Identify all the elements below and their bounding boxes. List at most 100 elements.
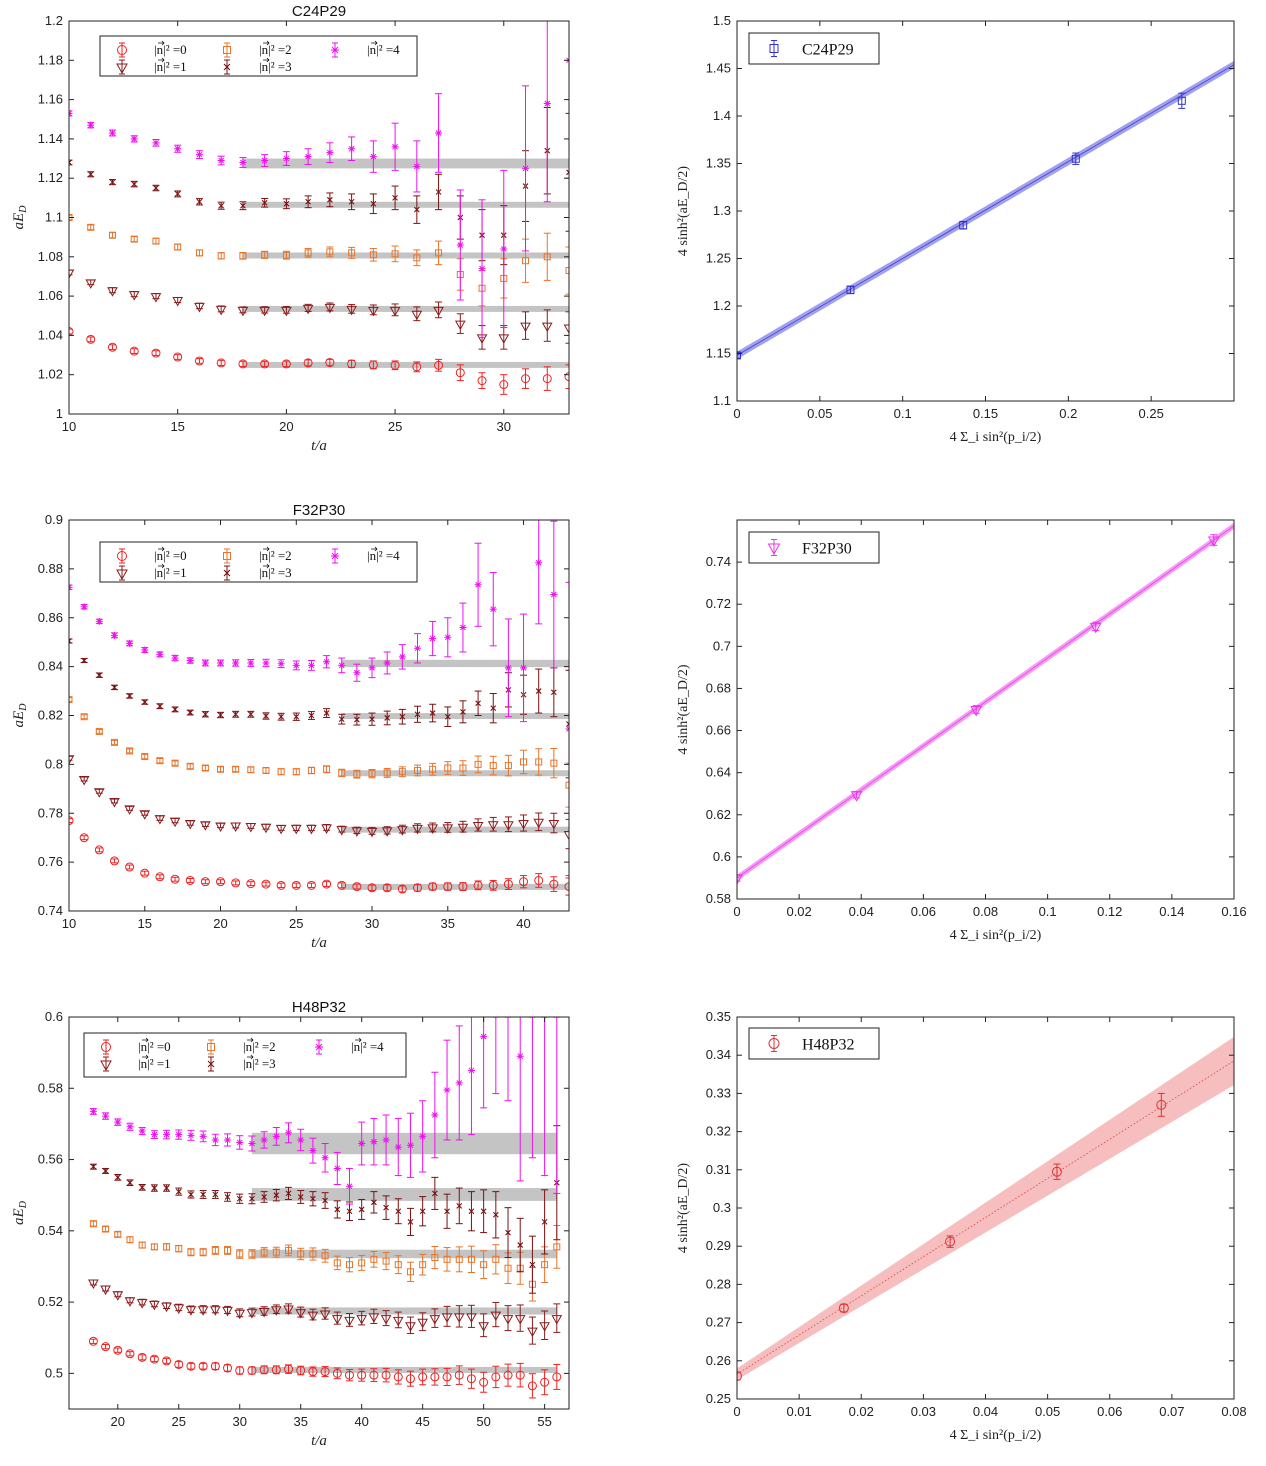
data-point [196, 198, 203, 205]
data-point [240, 202, 246, 209]
data-point [163, 1131, 171, 1139]
data-point [304, 153, 312, 161]
x-tick-label: 0.12 [1097, 904, 1122, 919]
data-point [358, 1140, 366, 1148]
data-point [444, 764, 452, 772]
data-point [141, 646, 149, 654]
x-tick-label: 0.02 [786, 904, 811, 919]
data-point [467, 1255, 475, 1263]
data-point [411, 310, 423, 321]
y-tick-label: 1 [56, 406, 63, 421]
fit-band [242, 305, 569, 312]
x-axis-label: t/a [311, 438, 327, 454]
data-point [399, 713, 406, 720]
data-point [527, 1327, 538, 1338]
x-tick-label: 0.04 [973, 1404, 998, 1419]
data-point [114, 1174, 121, 1181]
legend-box [99, 541, 418, 583]
data-point [348, 198, 355, 205]
data-point [413, 206, 420, 213]
data-point [69, 326, 74, 336]
data-point [490, 1311, 502, 1322]
data-point [114, 1230, 122, 1238]
data-point [344, 1370, 354, 1380]
data-point [435, 129, 443, 137]
data-point [457, 823, 469, 834]
series--n-2 [69, 696, 569, 808]
y-tick-label: 0.9 [45, 512, 63, 527]
data-point [369, 716, 375, 723]
data-point [100, 1285, 111, 1296]
data-point [152, 139, 160, 147]
data-point [100, 1060, 112, 1072]
data-point [767, 543, 781, 556]
data-point [358, 1206, 365, 1213]
data-point [261, 879, 271, 889]
data-point [131, 181, 138, 187]
x-tick-label: 0.04 [849, 904, 874, 919]
y-tick-label: 0.26 [706, 1353, 731, 1368]
data-point [322, 1197, 328, 1204]
data-point [174, 145, 182, 153]
data-point [338, 661, 346, 669]
data-point [466, 1313, 477, 1323]
data-point [108, 129, 116, 137]
data-point [295, 1309, 307, 1319]
data-point [285, 1190, 292, 1197]
data-point [331, 1315, 343, 1325]
data-point [326, 196, 333, 203]
data-point [515, 1370, 525, 1380]
data-point [429, 710, 436, 716]
y-tick-label: 0.54 [38, 1223, 63, 1238]
data-point [171, 654, 179, 662]
data-point [541, 322, 553, 333]
data-point [161, 1302, 172, 1313]
data-point [157, 703, 163, 710]
data-point [382, 1136, 390, 1144]
legend-box [99, 35, 418, 77]
data-point [369, 153, 377, 161]
data-point [383, 659, 391, 667]
y-tick-label: 1.1 [713, 393, 731, 408]
data-point [391, 250, 399, 258]
data-point [419, 1132, 427, 1140]
data-point [322, 879, 332, 889]
x-tick-label: 0.01 [786, 1404, 811, 1419]
data-point [500, 245, 508, 253]
data-point [382, 1257, 390, 1265]
x-tick-label: 0.06 [911, 904, 936, 919]
chart-3: 10 15 20 25 30 35 40 0.74 0.76 0.78 0.8 0.82 0.84 0.8… [11, 502, 570, 951]
fit-band [341, 659, 569, 668]
data-point [564, 882, 569, 892]
data-point [116, 569, 128, 581]
data-point [163, 1243, 171, 1251]
data-point [737, 874, 743, 885]
data-point [172, 706, 178, 713]
data-point [101, 1042, 111, 1052]
data-point [478, 1322, 489, 1332]
data-point [458, 882, 468, 892]
series--n-3 [69, 638, 569, 779]
data-point [366, 827, 378, 838]
data-point [413, 766, 421, 774]
data-point [442, 1372, 452, 1382]
y-tick-label: 1.2 [45, 13, 63, 28]
data-point [552, 1372, 562, 1382]
x-tick-label: 0.1 [1039, 904, 1057, 919]
data-point [331, 46, 339, 54]
legend-label: |n|² =4 [367, 548, 400, 563]
y-tick-label: 0.52 [38, 1294, 63, 1309]
y-tick-label: 1.5 [713, 13, 731, 28]
data-point [69, 816, 74, 826]
x-tick-label: 0.1 [894, 406, 912, 421]
x-tick-label: 0.15 [973, 406, 998, 421]
data-point [444, 633, 452, 641]
data-point [194, 356, 204, 366]
data-point [87, 171, 94, 178]
data-point [369, 1370, 379, 1380]
data-point [277, 768, 285, 776]
data-point [261, 1194, 268, 1200]
data-point [309, 1250, 317, 1258]
data-point [535, 559, 543, 567]
x-tick-label: 35 [441, 916, 455, 931]
